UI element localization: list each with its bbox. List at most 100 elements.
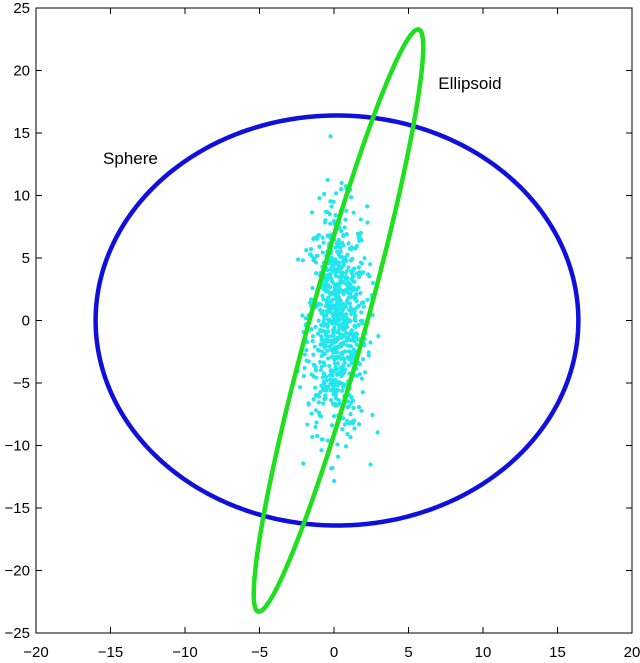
scatter-point [352,426,357,431]
x-tick-label: 0 [330,644,338,661]
scatter-point [340,388,345,393]
scatter-point [342,225,347,230]
scatter-point [335,282,340,287]
scatter-point [302,365,307,371]
y-tick-label: 0 [22,313,30,330]
scatter-point [352,279,357,284]
scatter-point [309,297,314,302]
scatter-point [340,427,345,432]
scatter-point [332,361,338,366]
scatter-point [339,352,344,357]
scatter-point [326,329,331,334]
scatter-point [313,424,318,430]
scatter-point [343,444,349,449]
scatter-point [359,310,364,315]
scatter-point [302,352,307,357]
scatter-point [336,243,341,249]
scatter-point [335,344,340,349]
scatter-point [360,390,365,395]
scatter-point [320,437,325,442]
scatter-point [365,220,370,225]
scatter-point [313,365,318,370]
scatter-point [331,387,336,392]
scatter-point [304,348,309,353]
x-tick-label: 10 [475,644,492,661]
scatter-point [351,210,356,215]
scatter-point [322,220,328,225]
scatter-point [325,356,331,361]
scatter-point [324,303,329,308]
scatter-point [328,221,333,226]
scatter-point [336,318,342,323]
scatter-point [322,381,327,386]
scatter-point [346,241,351,246]
y-tick-label: −25 [5,625,30,642]
scatter-point [319,448,324,453]
scatter-point [333,213,338,218]
scatter-point [337,305,342,310]
x-tick-label: −20 [23,644,48,661]
scatter-point [322,343,327,348]
scatter-point [320,375,325,380]
scatter-point [328,381,333,387]
scatter-point [354,331,359,336]
scatter-point [322,363,327,368]
scatter-point [344,232,349,237]
scatter-point [341,370,346,375]
scatter-point [360,357,366,362]
scatter-point [321,240,326,245]
y-tick-label: 5 [22,250,30,267]
scatter-point [330,279,335,284]
scatter-point [345,420,350,425]
scatter-point [327,317,332,322]
scatter-point [331,219,337,224]
scatter-point [324,384,329,390]
scatter-point [327,363,332,369]
scatter-point [350,256,355,261]
scatter-point [301,461,306,466]
scatter-point [346,404,352,409]
y-tick-label: 25 [13,0,30,17]
scatter-point [335,367,340,372]
scatter-point [311,236,316,241]
scatter-point [315,433,320,439]
scatter-point [330,297,335,302]
scatter-point [325,348,330,353]
scatter-point [320,293,325,298]
scatter-point [320,349,325,354]
scatter-point [357,238,362,243]
x-tick-label: 20 [624,644,640,661]
scatter-point [301,374,307,379]
y-tick-label: 15 [13,125,30,142]
scatter-point [337,401,342,406]
scatter-point [321,371,327,376]
scatter-point [310,285,315,291]
scatter-point [375,430,380,435]
scatter-points [295,134,381,484]
scatter-point [331,199,336,204]
scatter-point [328,285,333,290]
scatter-point [342,349,347,354]
scatter-point [318,368,324,373]
scatter-point [356,274,362,280]
scatter-point [331,414,337,419]
scatter-point [366,353,371,358]
scatter-point [342,258,347,263]
scatter-point [340,381,345,386]
scatter-point [325,438,331,443]
scatter-point [345,355,350,360]
scatter-point [351,405,356,411]
scatter-point [319,383,324,388]
scatter-point [356,322,361,328]
scatter-point [328,258,333,264]
y-tick-label: −10 [5,438,30,455]
scatter-point [376,333,381,339]
scatter-point [333,287,338,292]
scatter-point [314,253,319,258]
scatter-point [331,333,336,338]
scatter-point [354,244,359,249]
scatter-point [344,330,349,336]
scatter-point [365,204,370,209]
scatter-point [328,199,333,204]
